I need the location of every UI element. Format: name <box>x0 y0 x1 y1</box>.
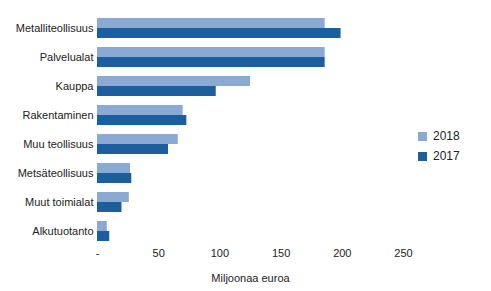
svg-text:Muut toimialat: Muut toimialat <box>25 196 93 208</box>
html-text:2018: 2018 <box>433 129 460 143</box>
svg-text:Metalliteollisuus: Metalliteollisuus <box>16 22 94 34</box>
svg-text:150: 150 <box>272 247 290 259</box>
svg-text:100: 100 <box>211 247 229 259</box>
svg-text:Palvelualat: Palvelualat <box>40 51 94 63</box>
svg-text:Miljoonaa euroa: Miljoonaa euroa <box>211 272 290 284</box>
svg-text:250: 250 <box>394 247 412 259</box>
html-text:2017: 2017 <box>433 149 460 163</box>
svg-text:200: 200 <box>333 247 351 259</box>
svg-text:50: 50 <box>153 247 165 259</box>
svg-text:Rakentaminen: Rakentaminen <box>23 109 94 121</box>
svg-text:Metsäteollisuus: Metsäteollisuus <box>18 167 94 179</box>
svg-text:-: - <box>96 247 100 259</box>
svg-text:Kauppa: Kauppa <box>56 80 95 92</box>
svg-text:Muu teollisuus: Muu teollisuus <box>23 138 94 150</box>
svg-text:Alkutuotanto: Alkutuotanto <box>32 225 93 237</box>
